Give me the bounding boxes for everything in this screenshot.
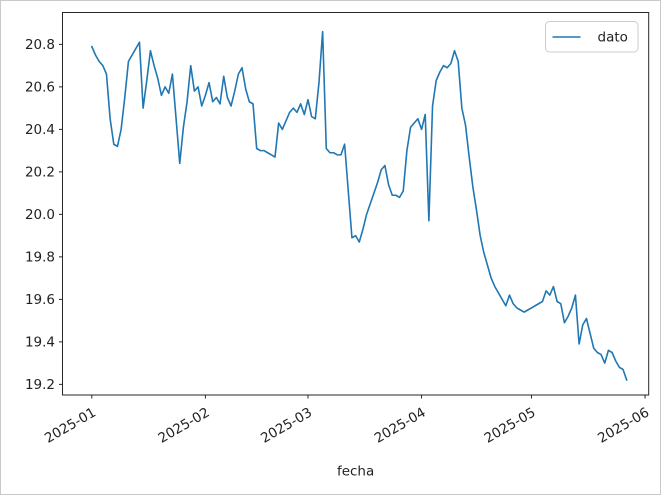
y-tick-label: 20.0 xyxy=(25,207,55,223)
y-tick-label: 20.8 xyxy=(25,37,55,53)
data-line-dato xyxy=(91,30,628,381)
y-tick-label: 20.6 xyxy=(25,80,55,96)
x-tick-label: 2025-05 xyxy=(482,405,539,447)
x-tick-label: 2025-02 xyxy=(156,405,213,447)
y-tick-label: 19.8 xyxy=(25,250,55,266)
legend-box xyxy=(545,21,639,53)
x-axis-label: fecha xyxy=(337,464,374,480)
x-tick-label: 2025-03 xyxy=(258,405,315,447)
y-tick-label: 19.4 xyxy=(25,335,55,351)
plot-area-frame xyxy=(62,12,650,396)
y-tick-label: 19.2 xyxy=(25,377,55,393)
legend-label: dato xyxy=(598,30,628,46)
x-tick-label: 2025-01 xyxy=(42,405,99,447)
y-tick-label: 19.6 xyxy=(25,292,55,308)
x-axis: 2025-01 2025-02 2025-03 2025-04 2025-05 2025-… xyxy=(42,395,652,447)
y-tick-label: 20.2 xyxy=(25,165,55,181)
y-tick-label: 20.4 xyxy=(25,122,55,138)
y-axis: 19.2 19.4 19.6 19.8 20.0 20.2 20.4 20.6 20.8 xyxy=(25,37,63,393)
x-tick-label: 2025-06 xyxy=(595,405,652,447)
legend: dato xyxy=(545,21,639,53)
x-tick-label: 2025-04 xyxy=(372,405,429,447)
